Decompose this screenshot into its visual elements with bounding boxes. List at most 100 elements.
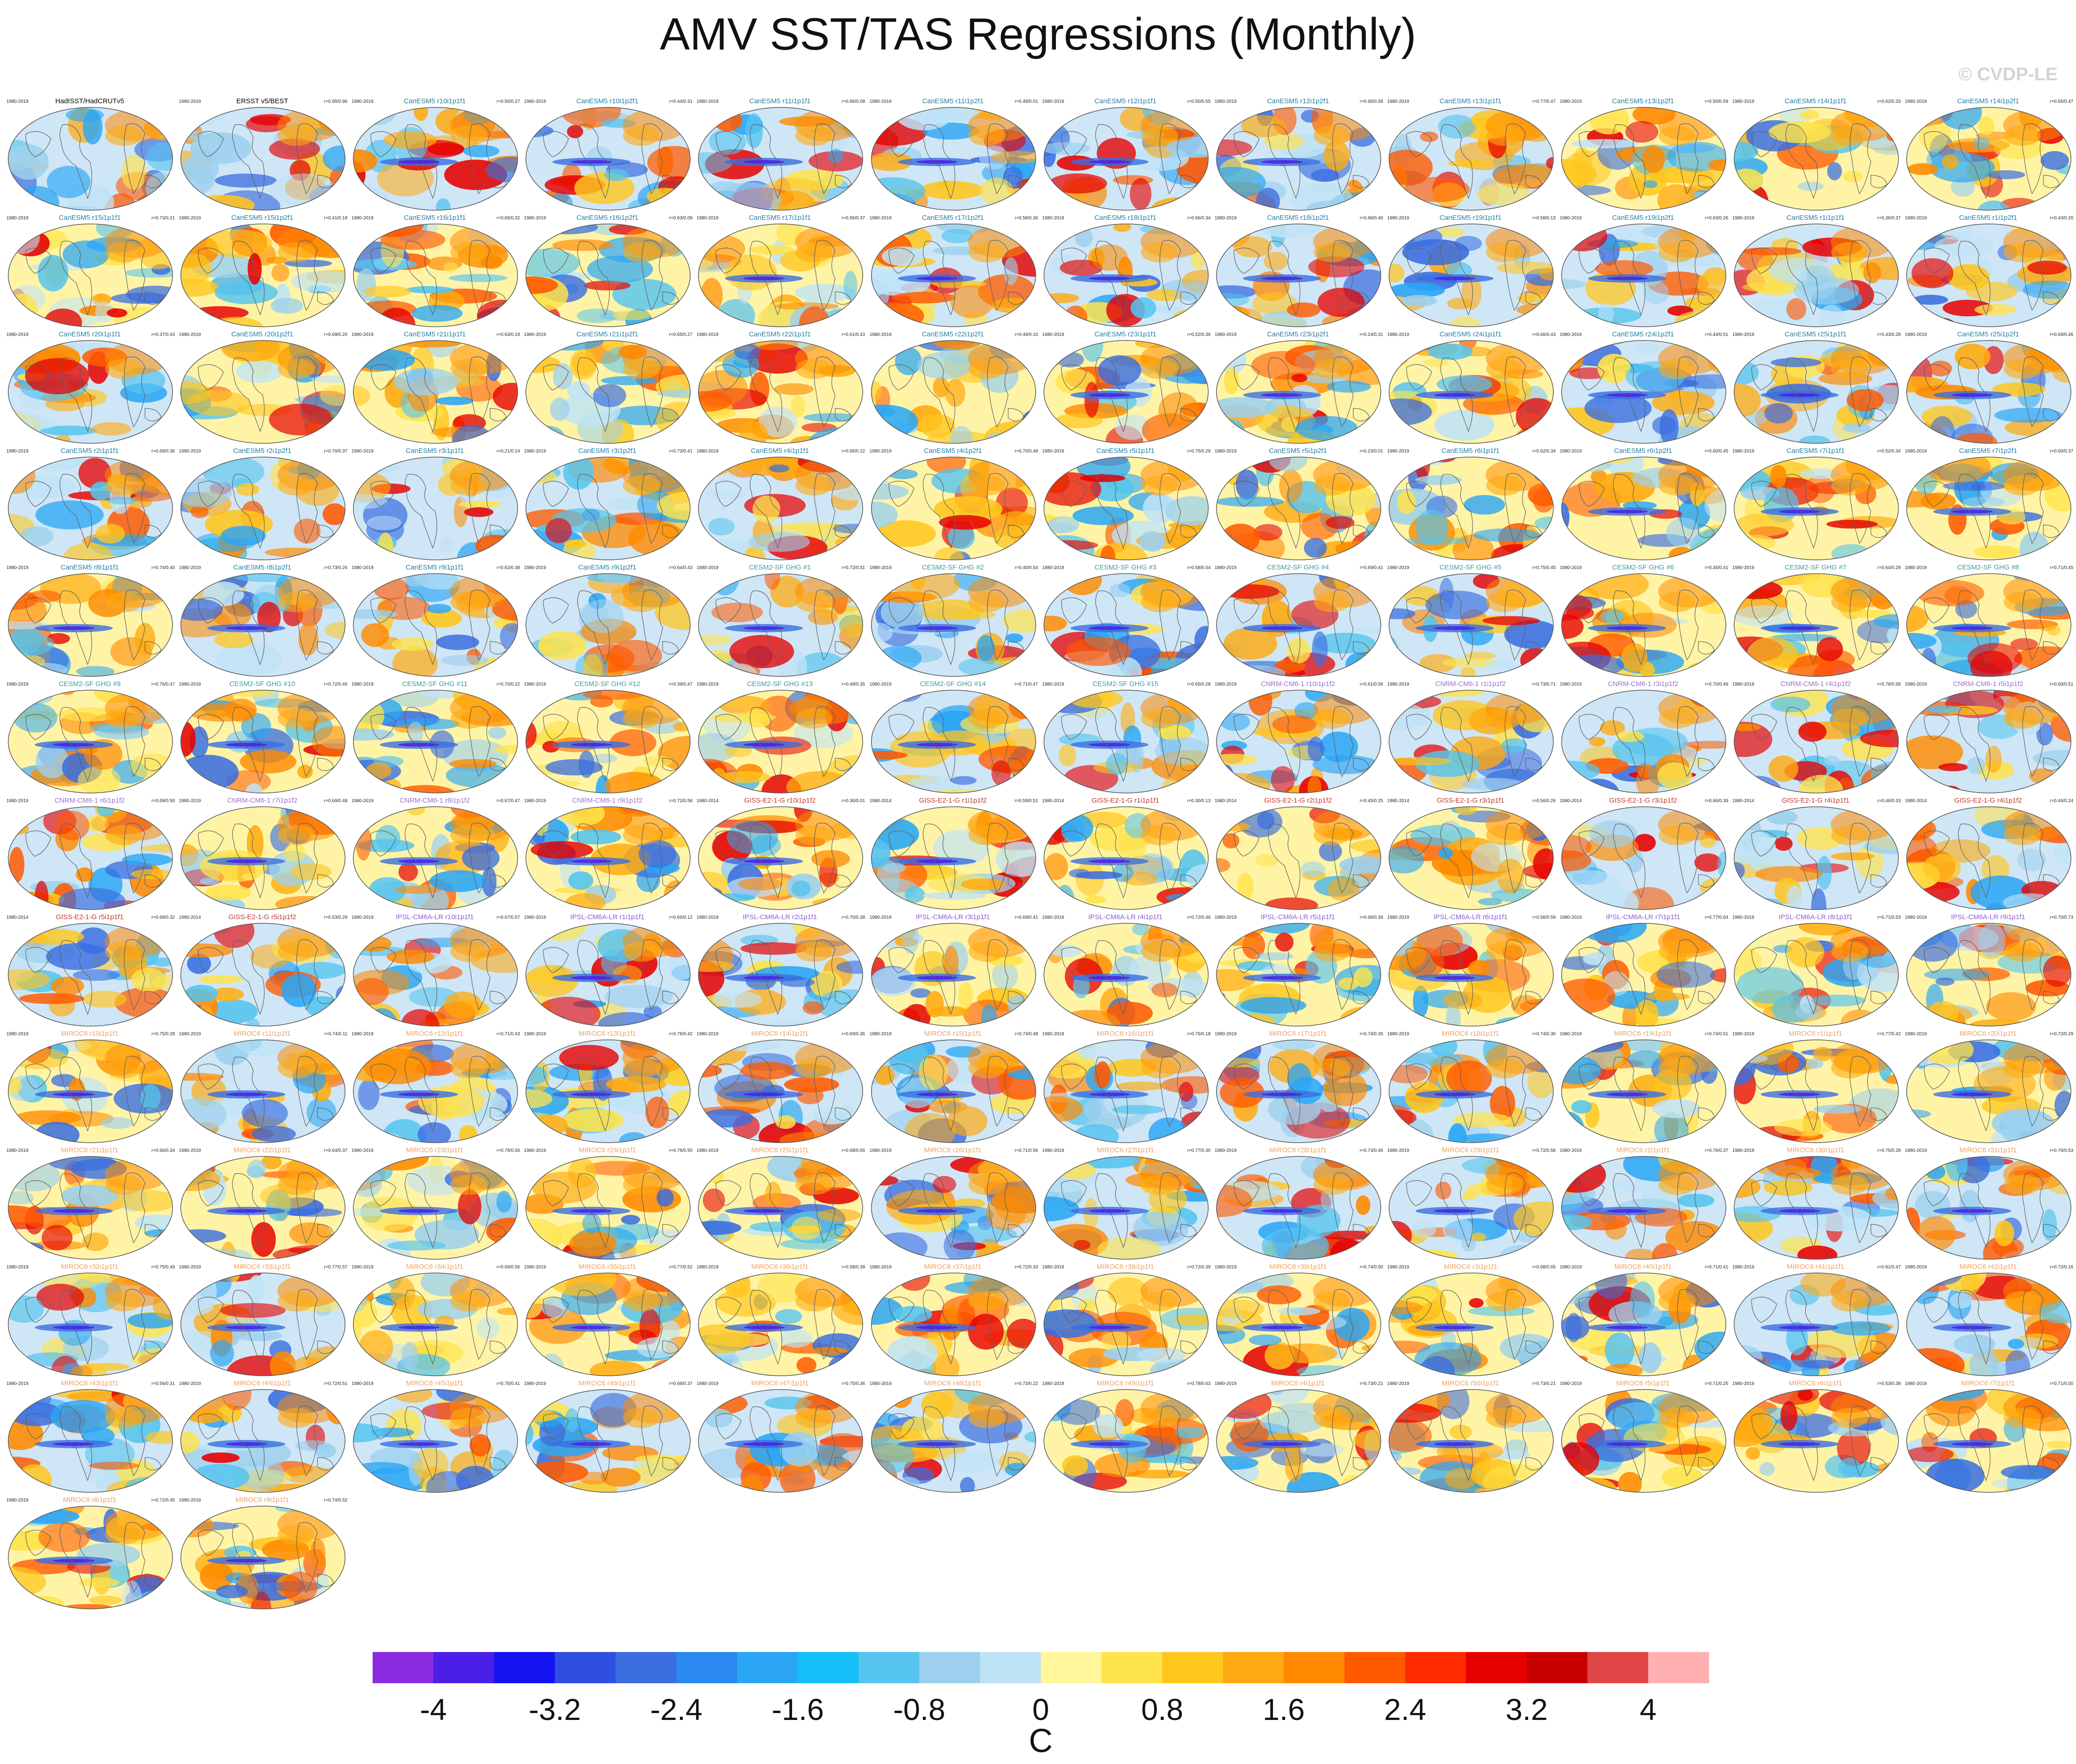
- regression-map: [1734, 923, 1899, 1027]
- panel-title: MIROC6 r50i1p1f1: [1441, 1379, 1500, 1387]
- panel-pattern-correlation: r=0.66/0.34: [1187, 216, 1211, 221]
- map-panel: 1980-2019 CanESM5 r3i1p2f1 r=0.73/0.41: [521, 447, 693, 563]
- panel-period: 1980-2019: [697, 915, 719, 920]
- panel-title: MIROC6 r16i1p1f1: [1096, 1030, 1155, 1038]
- panel-pattern-correlation: r=0.71/0.56: [1015, 1148, 1038, 1153]
- panel-period: 1980-2019: [179, 1381, 201, 1386]
- map-panel: 1980-2019 CanESM5 r7i1p1f1 r=0.52/0.34: [1730, 447, 1902, 563]
- colorbar-swatch: [555, 1652, 616, 1683]
- panel-period: 1980-2019: [1042, 449, 1064, 454]
- panel-title: CESM2-SF GHG #2: [921, 564, 984, 571]
- panel-period: 1980-2019: [1042, 1032, 1064, 1037]
- panel-period: 1980-2019: [6, 1032, 28, 1037]
- regression-map: [1216, 1039, 1381, 1143]
- panel-pattern-correlation: r=0.69/0.36: [151, 449, 175, 454]
- panel-period: 1980-2019: [524, 565, 546, 570]
- panel-pattern-correlation: r=0.68/0.65: [1532, 1265, 1556, 1270]
- panel-pattern-correlation: r=0.53/0.29: [324, 915, 347, 920]
- panel-pattern-correlation: r=0.68/0.32: [151, 915, 175, 920]
- panel-pattern-correlation: r=0.46/0.33: [1877, 798, 1901, 804]
- panel-period: 1980-2014: [1387, 798, 1409, 804]
- regression-map: [525, 1039, 691, 1143]
- panel-title: CanESM5 r17i1p1f1: [748, 214, 811, 222]
- panel-pattern-correlation: r=0.76/0.58: [1877, 682, 1901, 687]
- map-panel: 1980-2019 MIROC6 r38i1p1f1 r=0.72/0.39: [1039, 1263, 1211, 1379]
- regression-map: [180, 223, 346, 327]
- map-panel: 1980-2019 CNRM-CM6-1 r3i1p1f2 r=0.70/0.49: [1557, 680, 1729, 796]
- panel-period: 1980-2019: [6, 1498, 28, 1503]
- panel-pattern-correlation: r=0.44/0.51: [1705, 332, 1728, 337]
- panel-title: GISS-E2-1-G r5i1p1f2: [228, 913, 296, 921]
- map-panel: 1980-2019 CNRM-CM6-1 r5i1p1f2 r=0.60/0.51: [1902, 680, 2074, 796]
- panel-pattern-correlation: r=0.60/0.51: [2050, 682, 2073, 687]
- regression-map: [698, 1156, 863, 1260]
- regression-map: [871, 223, 1036, 327]
- map-panel: 1980-2014 GISS-E2-1-G r4i1p1f2 r=0.46/0.24: [1902, 797, 2074, 912]
- regression-map: [525, 806, 691, 910]
- regression-map: [1906, 573, 2071, 677]
- colorbar-tick-label: 1.6: [1263, 1692, 1305, 1726]
- panel-pattern-correlation: r=0.73/0.41: [669, 449, 692, 454]
- regression-map: [1734, 1156, 1899, 1260]
- regression-map: [8, 1156, 173, 1260]
- panel-pattern-correlation: r=0.50/0.59: [1705, 99, 1728, 104]
- map-panel: 1980-2019 MIROC6 r37i1p1f1 r=0.72/0.33: [867, 1263, 1039, 1379]
- panel-pattern-correlation: r=0.70/0.38: [842, 915, 865, 920]
- panel-period: 1980-2019: [524, 915, 546, 920]
- panel-title: CanESM5 r19i1p2f1: [1612, 214, 1674, 222]
- regression-map: [1906, 1156, 2071, 1260]
- panel-title: CNRM-CM6-1 r7i1p1f2: [227, 797, 298, 804]
- panel-period: 1980-2014: [1732, 798, 1754, 804]
- map-panel: 1980-2019 CanESM5 r10i1p1f1 r=0.50/0.27: [349, 97, 521, 213]
- panel-period: 1980-2019: [1042, 1381, 1064, 1386]
- panel-title: CNRM-CM6-1 r4i1p1f2: [1780, 680, 1851, 688]
- map-panel: 1980-2019 MIROC6 r39i1p1f1 r=0.74/0.50: [1212, 1263, 1384, 1379]
- regression-map: [1044, 1273, 1209, 1376]
- panel-title: CESM2-SF GHG #12: [574, 680, 641, 688]
- panel-pattern-correlation: r=0.66/0.43: [1532, 332, 1556, 337]
- panel-pattern-correlation: r=0.74/0.48: [1015, 1032, 1038, 1037]
- panel-title: CanESM5 r23i1p2f1: [1267, 330, 1329, 338]
- map-panel: 1980-2019 CanESM5 r5i1p1f1 r=0.75/0.29: [1039, 447, 1211, 563]
- panel-pattern-correlation: r=0.65/0.28: [1187, 682, 1211, 687]
- colorbar-swatch: [1284, 1652, 1345, 1683]
- panel-pattern-correlation: r=0.66/0.39: [1705, 798, 1728, 804]
- regression-map: [1906, 1389, 2071, 1493]
- map-panel: 1980-2019 CNRM-CM6-1 r8i1p1f2 r=0.67/0.47: [349, 797, 521, 912]
- colorbar-swatch: [1466, 1652, 1527, 1683]
- panel-title: MIROC6 r24i1p1f1: [578, 1146, 636, 1154]
- regression-map: [1561, 1389, 1726, 1493]
- regression-map: [1906, 923, 2071, 1027]
- panel-title: CESM2-SF GHG #10: [229, 680, 296, 688]
- regression-map: [180, 806, 346, 910]
- regression-map: [871, 923, 1036, 1027]
- colorbar-swatch: [1101, 1652, 1163, 1683]
- map-panel: 1980-2019 CanESM5 r21i1p2f1 r=0.65/0.27: [521, 330, 693, 446]
- panel-pattern-correlation: r=0.74/0.40: [151, 565, 175, 570]
- map-panel: 1980-2019 CanESM5 r22i1p1f1 r=0.61/0.43: [694, 330, 866, 446]
- panel-pattern-correlation: r=0.76/0.50: [669, 1148, 692, 1153]
- regression-map: [8, 223, 173, 327]
- panel-title: ERSST v5/BEST: [236, 97, 289, 105]
- panel-pattern-correlation: r=0.66/0.40: [1360, 216, 1383, 221]
- panel-title: MIROC6 r17i1p1f1: [1269, 1030, 1327, 1038]
- panel-title: MIROC6 r35i1p1f1: [578, 1263, 636, 1271]
- panel-title: MIROC6 r30i1p1f1: [1786, 1146, 1845, 1154]
- regression-map: [180, 923, 346, 1027]
- panel-pattern-correlation: r=0.73/0.22: [1015, 1381, 1038, 1386]
- map-panel: 1980-2019 CESM2-SF GHG #8 r=0.71/0.45: [1902, 564, 2074, 679]
- map-panel: 1980-2019 IPSL-CM6A-LR r4i1p1f1 r=0.72/0.4…: [1039, 913, 1211, 1029]
- panel-title: CanESM5 r4i1p1f1: [751, 447, 809, 455]
- panel-period: 1980-2019: [179, 449, 201, 454]
- map-panel: 1980-2019 MIROC6 r5i1p1f1 r=0.71/0.25: [1557, 1379, 1729, 1495]
- panel-period: 1980-2019: [6, 1148, 28, 1153]
- panel-pattern-correlation: r=0.71/0.50: [2050, 1381, 2073, 1386]
- panel-period: 1980-2019: [352, 1265, 374, 1270]
- regression-map: [1044, 806, 1209, 910]
- panel-pattern-correlation: r=0.64/0.43: [669, 565, 692, 570]
- panel-pattern-correlation: r=0.63/0.08: [669, 216, 692, 221]
- panel-pattern-correlation: r=0.71/0.45: [2050, 565, 2073, 570]
- regression-map: [1044, 340, 1209, 444]
- panel-period: 1980-2019: [179, 1032, 201, 1037]
- panel-period: 1980-2019: [1387, 1148, 1409, 1153]
